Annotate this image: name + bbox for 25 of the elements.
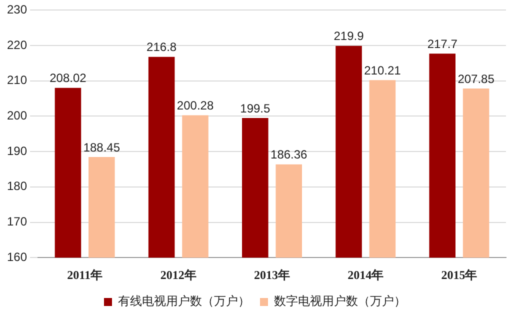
- data-label: 188.45: [83, 140, 120, 154]
- data-label: 199.5: [240, 101, 271, 116]
- y-tick-label: 200: [6, 108, 28, 123]
- data-label: 200.28: [176, 98, 214, 113]
- data-label: 186.36: [270, 148, 308, 162]
- y-tick-label: 230: [6, 2, 28, 17]
- y-tick-label: 170: [6, 214, 28, 229]
- y-tick-label: 220: [6, 38, 28, 52]
- data-label: 217.7: [427, 36, 458, 51]
- y-tick-label: 210: [6, 73, 28, 88]
- legend-label: 有线电视用户数（万户）: [118, 294, 250, 308]
- x-tick-label: 2012年: [160, 268, 196, 282]
- y-tick-label: 180: [6, 179, 28, 194]
- data-label: 208.02: [50, 71, 87, 86]
- data-label: 219.9: [334, 29, 364, 44]
- data-label: 207.85: [458, 72, 495, 86]
- data-label: 216.8: [146, 40, 177, 54]
- x-tick-label: 2014年: [348, 268, 384, 282]
- data-label: 210.21: [364, 63, 402, 78]
- y-tick-label: 160: [6, 250, 28, 264]
- x-tick-label: 2015年: [441, 268, 478, 282]
- legend-label: 数字电视用户数（万户）: [274, 294, 406, 308]
- x-tick-label: 2011年: [67, 268, 102, 282]
- x-tick-label: 2013年: [254, 268, 290, 282]
- y-tick-label: 190: [6, 144, 28, 158]
